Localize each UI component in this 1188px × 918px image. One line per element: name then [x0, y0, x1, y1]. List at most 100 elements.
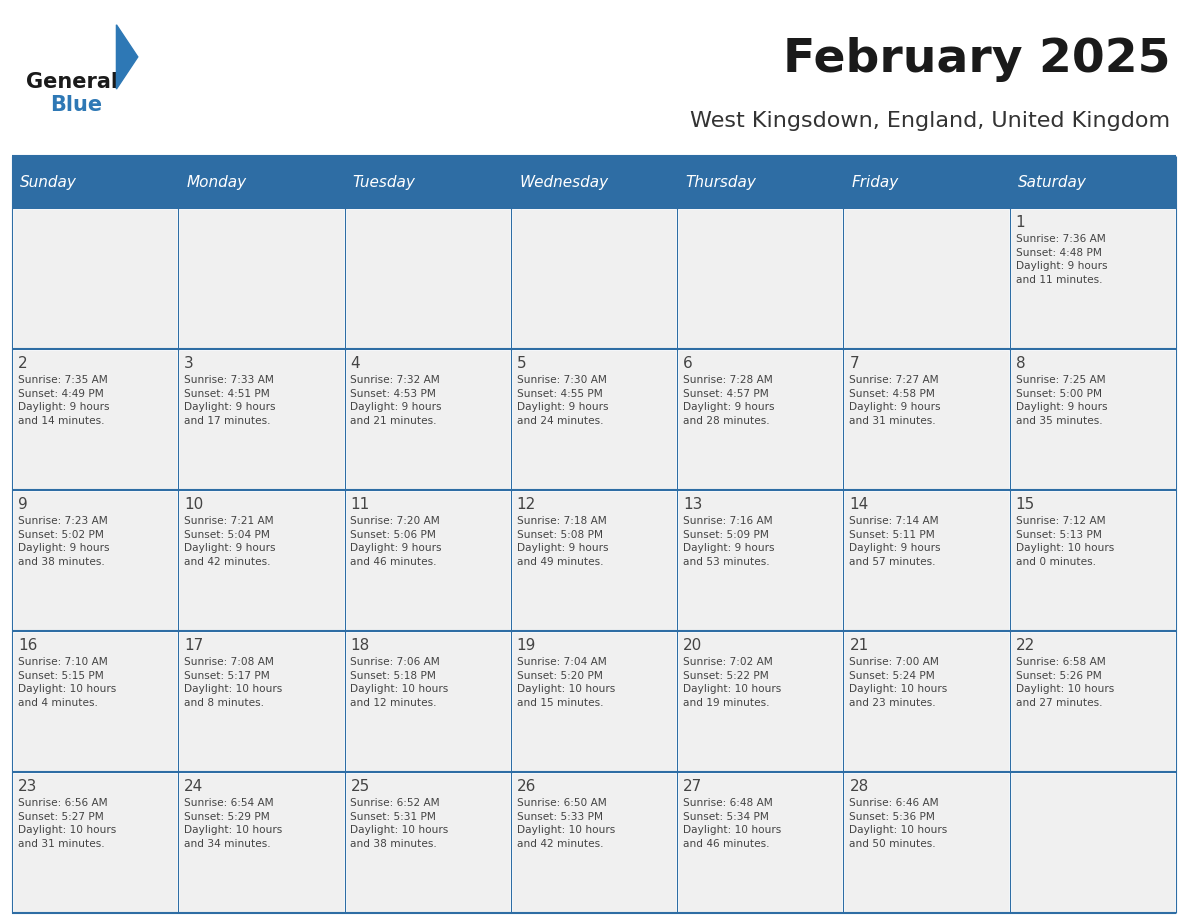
Bar: [178, 490, 345, 632]
Bar: [677, 350, 843, 490]
Bar: [178, 156, 345, 208]
Text: 8: 8: [1016, 356, 1025, 371]
Bar: [843, 350, 1010, 490]
Bar: [12, 156, 178, 208]
Text: 28: 28: [849, 778, 868, 794]
Text: Sunrise: 7:18 AM
Sunset: 5:08 PM
Daylight: 9 hours
and 49 minutes.: Sunrise: 7:18 AM Sunset: 5:08 PM Dayligh…: [517, 516, 608, 567]
Text: 23: 23: [18, 778, 37, 794]
Text: 2: 2: [18, 356, 27, 371]
Bar: [677, 490, 843, 632]
Bar: [1010, 208, 1176, 350]
Text: Sunrise: 6:48 AM
Sunset: 5:34 PM
Daylight: 10 hours
and 46 minutes.: Sunrise: 6:48 AM Sunset: 5:34 PM Dayligh…: [683, 798, 782, 849]
Text: 3: 3: [184, 356, 194, 371]
Text: Sunrise: 7:23 AM
Sunset: 5:02 PM
Daylight: 9 hours
and 38 minutes.: Sunrise: 7:23 AM Sunset: 5:02 PM Dayligh…: [18, 516, 109, 567]
Text: 1: 1: [1016, 215, 1025, 230]
Text: 9: 9: [18, 497, 27, 512]
Text: Sunrise: 6:52 AM
Sunset: 5:31 PM
Daylight: 10 hours
and 38 minutes.: Sunrise: 6:52 AM Sunset: 5:31 PM Dayligh…: [350, 798, 449, 849]
Bar: [12, 490, 178, 632]
Bar: [345, 208, 511, 350]
Text: 6: 6: [683, 356, 693, 371]
Text: 22: 22: [1016, 638, 1035, 653]
Text: Wednesday: Wednesday: [519, 174, 608, 190]
Bar: [345, 490, 511, 632]
Text: Sunrise: 6:58 AM
Sunset: 5:26 PM
Daylight: 10 hours
and 27 minutes.: Sunrise: 6:58 AM Sunset: 5:26 PM Dayligh…: [1016, 657, 1114, 708]
Text: 25: 25: [350, 778, 369, 794]
Bar: [12, 208, 178, 350]
Bar: [511, 350, 677, 490]
Text: 7: 7: [849, 356, 859, 371]
Bar: [843, 156, 1010, 208]
Bar: [345, 772, 511, 913]
Text: Sunrise: 6:54 AM
Sunset: 5:29 PM
Daylight: 10 hours
and 34 minutes.: Sunrise: 6:54 AM Sunset: 5:29 PM Dayligh…: [184, 798, 283, 849]
Text: 13: 13: [683, 497, 702, 512]
Bar: [12, 772, 178, 913]
Text: Sunrise: 7:33 AM
Sunset: 4:51 PM
Daylight: 9 hours
and 17 minutes.: Sunrise: 7:33 AM Sunset: 4:51 PM Dayligh…: [184, 375, 276, 426]
Text: Sunrise: 7:04 AM
Sunset: 5:20 PM
Daylight: 10 hours
and 15 minutes.: Sunrise: 7:04 AM Sunset: 5:20 PM Dayligh…: [517, 657, 615, 708]
Bar: [843, 772, 1010, 913]
Bar: [178, 208, 345, 350]
Bar: [12, 632, 178, 772]
Bar: [843, 490, 1010, 632]
Text: Sunrise: 7:16 AM
Sunset: 5:09 PM
Daylight: 9 hours
and 53 minutes.: Sunrise: 7:16 AM Sunset: 5:09 PM Dayligh…: [683, 516, 775, 567]
Text: Sunrise: 7:28 AM
Sunset: 4:57 PM
Daylight: 9 hours
and 28 minutes.: Sunrise: 7:28 AM Sunset: 4:57 PM Dayligh…: [683, 375, 775, 426]
Text: Thursday: Thursday: [685, 174, 757, 190]
Polygon shape: [116, 25, 138, 89]
Bar: [1010, 490, 1176, 632]
Text: 10: 10: [184, 497, 203, 512]
Bar: [178, 632, 345, 772]
Text: 12: 12: [517, 497, 536, 512]
Text: 20: 20: [683, 638, 702, 653]
Text: 19: 19: [517, 638, 536, 653]
Text: Blue: Blue: [50, 95, 102, 115]
Bar: [511, 156, 677, 208]
Text: 11: 11: [350, 497, 369, 512]
Text: February 2025: February 2025: [783, 37, 1170, 83]
Text: Sunrise: 7:25 AM
Sunset: 5:00 PM
Daylight: 9 hours
and 35 minutes.: Sunrise: 7:25 AM Sunset: 5:00 PM Dayligh…: [1016, 375, 1107, 426]
Bar: [345, 156, 511, 208]
Text: Tuesday: Tuesday: [353, 174, 416, 190]
Bar: [1010, 156, 1176, 208]
Text: 18: 18: [350, 638, 369, 653]
Text: 24: 24: [184, 778, 203, 794]
Text: Sunrise: 7:32 AM
Sunset: 4:53 PM
Daylight: 9 hours
and 21 minutes.: Sunrise: 7:32 AM Sunset: 4:53 PM Dayligh…: [350, 375, 442, 426]
Bar: [178, 350, 345, 490]
Bar: [511, 490, 677, 632]
Bar: [843, 208, 1010, 350]
Text: Sunrise: 7:02 AM
Sunset: 5:22 PM
Daylight: 10 hours
and 19 minutes.: Sunrise: 7:02 AM Sunset: 5:22 PM Dayligh…: [683, 657, 782, 708]
Text: Sunrise: 7:08 AM
Sunset: 5:17 PM
Daylight: 10 hours
and 8 minutes.: Sunrise: 7:08 AM Sunset: 5:17 PM Dayligh…: [184, 657, 283, 708]
Bar: [677, 632, 843, 772]
Bar: [511, 208, 677, 350]
Text: 17: 17: [184, 638, 203, 653]
Text: 4: 4: [350, 356, 360, 371]
Text: Sunday: Sunday: [20, 174, 77, 190]
Bar: [1010, 772, 1176, 913]
Text: 5: 5: [517, 356, 526, 371]
Text: Sunrise: 6:56 AM
Sunset: 5:27 PM
Daylight: 10 hours
and 31 minutes.: Sunrise: 6:56 AM Sunset: 5:27 PM Dayligh…: [18, 798, 116, 849]
Text: 15: 15: [1016, 497, 1035, 512]
Text: West Kingsdown, England, United Kingdom: West Kingsdown, England, United Kingdom: [690, 111, 1170, 131]
Text: Sunrise: 7:10 AM
Sunset: 5:15 PM
Daylight: 10 hours
and 4 minutes.: Sunrise: 7:10 AM Sunset: 5:15 PM Dayligh…: [18, 657, 116, 708]
Bar: [511, 632, 677, 772]
Text: 21: 21: [849, 638, 868, 653]
Bar: [843, 632, 1010, 772]
Text: Sunrise: 7:35 AM
Sunset: 4:49 PM
Daylight: 9 hours
and 14 minutes.: Sunrise: 7:35 AM Sunset: 4:49 PM Dayligh…: [18, 375, 109, 426]
Text: Sunrise: 7:21 AM
Sunset: 5:04 PM
Daylight: 9 hours
and 42 minutes.: Sunrise: 7:21 AM Sunset: 5:04 PM Dayligh…: [184, 516, 276, 567]
Bar: [511, 772, 677, 913]
Text: Sunrise: 7:12 AM
Sunset: 5:13 PM
Daylight: 10 hours
and 0 minutes.: Sunrise: 7:12 AM Sunset: 5:13 PM Dayligh…: [1016, 516, 1114, 567]
Bar: [178, 772, 345, 913]
Text: 26: 26: [517, 778, 536, 794]
Text: Sunrise: 7:00 AM
Sunset: 5:24 PM
Daylight: 10 hours
and 23 minutes.: Sunrise: 7:00 AM Sunset: 5:24 PM Dayligh…: [849, 657, 948, 708]
Text: Saturday: Saturday: [1018, 174, 1087, 190]
Text: Monday: Monday: [187, 174, 247, 190]
Text: Sunrise: 6:50 AM
Sunset: 5:33 PM
Daylight: 10 hours
and 42 minutes.: Sunrise: 6:50 AM Sunset: 5:33 PM Dayligh…: [517, 798, 615, 849]
Text: Sunrise: 7:20 AM
Sunset: 5:06 PM
Daylight: 9 hours
and 46 minutes.: Sunrise: 7:20 AM Sunset: 5:06 PM Dayligh…: [350, 516, 442, 567]
Bar: [677, 772, 843, 913]
Bar: [1010, 350, 1176, 490]
Text: Friday: Friday: [852, 174, 899, 190]
Text: Sunrise: 6:46 AM
Sunset: 5:36 PM
Daylight: 10 hours
and 50 minutes.: Sunrise: 6:46 AM Sunset: 5:36 PM Dayligh…: [849, 798, 948, 849]
Text: Sunrise: 7:06 AM
Sunset: 5:18 PM
Daylight: 10 hours
and 12 minutes.: Sunrise: 7:06 AM Sunset: 5:18 PM Dayligh…: [350, 657, 449, 708]
Text: Sunrise: 7:14 AM
Sunset: 5:11 PM
Daylight: 9 hours
and 57 minutes.: Sunrise: 7:14 AM Sunset: 5:11 PM Dayligh…: [849, 516, 941, 567]
Bar: [1010, 632, 1176, 772]
Text: 16: 16: [18, 638, 37, 653]
Text: Sunrise: 7:27 AM
Sunset: 4:58 PM
Daylight: 9 hours
and 31 minutes.: Sunrise: 7:27 AM Sunset: 4:58 PM Dayligh…: [849, 375, 941, 426]
